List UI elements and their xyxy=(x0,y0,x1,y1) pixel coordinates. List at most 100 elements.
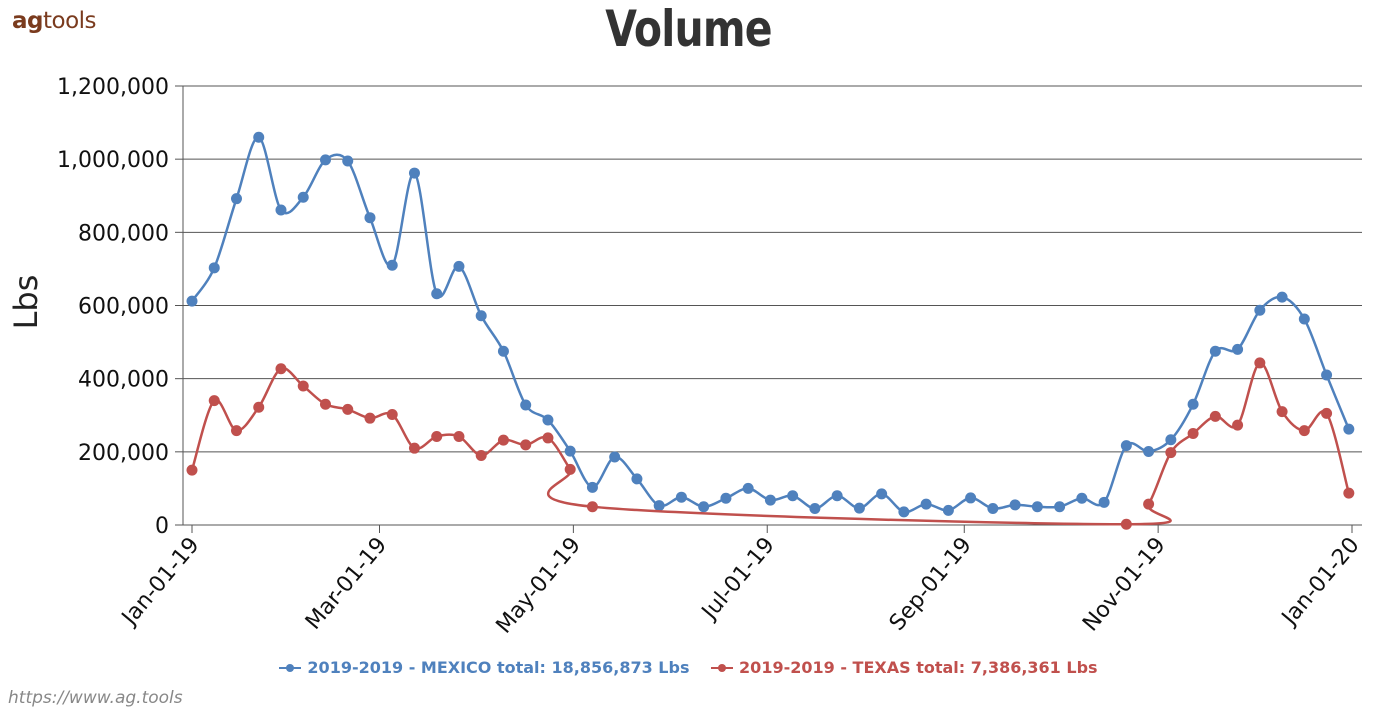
logo-bold: ag xyxy=(12,8,43,34)
data-point-texas xyxy=(1321,407,1333,419)
legend-label-texas: 2019-2019 - TEXAS total: 7,386,361 Lbs xyxy=(739,658,1098,677)
x-tick-label: Jan-01-20 xyxy=(1276,533,1364,632)
data-point-texas xyxy=(408,442,420,454)
y-tick-label: 200,000 xyxy=(78,441,169,466)
data-point-mexico xyxy=(1276,291,1288,303)
x-tick-label: May-01-19 xyxy=(492,533,586,639)
data-point-mexico xyxy=(319,154,331,166)
data-point-texas xyxy=(297,380,309,392)
data-point-mexico xyxy=(898,506,910,518)
legend-item-mexico[interactable]: 2019-2019 - MEXICO total: 18,856,873 Lbs xyxy=(279,658,689,677)
data-point-mexico xyxy=(253,131,265,143)
data-point-texas xyxy=(386,409,398,421)
data-point-mexico xyxy=(965,492,977,504)
data-point-mexico xyxy=(831,490,843,502)
data-point-mexico xyxy=(586,481,598,493)
data-point-mexico xyxy=(564,445,576,457)
x-tick-label: Jul-01-19 xyxy=(696,533,780,626)
data-point-mexico xyxy=(275,204,287,216)
data-point-mexico xyxy=(408,167,420,179)
data-point-texas xyxy=(1165,447,1177,459)
y-tick-label: 0 xyxy=(155,514,169,539)
logo-rest: tools xyxy=(42,8,97,34)
data-point-mexico xyxy=(853,502,865,514)
data-point-mexico xyxy=(297,191,309,203)
data-point-mexico xyxy=(987,503,999,515)
y-tick-label: 800,000 xyxy=(78,221,169,246)
data-point-texas xyxy=(1187,428,1199,440)
data-point-mexico xyxy=(342,155,354,167)
data-point-mexico xyxy=(1232,343,1244,355)
data-point-mexico xyxy=(609,451,621,463)
data-point-texas xyxy=(431,430,443,442)
series-layer xyxy=(186,131,1355,530)
y-tick-labels: 0 200,000 400,000 600,000 800,000 1,000,000 1,… xyxy=(57,75,169,539)
data-point-texas xyxy=(586,501,598,513)
data-point-texas xyxy=(230,425,242,437)
data-point-texas xyxy=(253,401,265,413)
data-point-texas xyxy=(497,434,509,446)
x-tick-label: Sep-01-19 xyxy=(885,533,977,636)
data-point-mexico xyxy=(1321,369,1333,381)
agtools-logo[interactable]: agtools xyxy=(12,8,97,34)
data-point-mexico xyxy=(230,193,242,205)
data-point-mexico xyxy=(1120,440,1132,452)
data-point-mexico xyxy=(431,288,443,300)
data-point-mexico xyxy=(942,504,954,516)
data-point-mexico xyxy=(720,492,732,504)
footer-url[interactable]: https://www.ag.tools xyxy=(8,688,183,708)
data-point-texas xyxy=(453,430,465,442)
data-point-mexico xyxy=(1009,499,1021,511)
data-point-mexico xyxy=(1076,492,1088,504)
y-tick-label: 1,200,000 xyxy=(57,75,169,100)
data-point-texas xyxy=(364,412,376,424)
data-point-texas xyxy=(1343,487,1355,499)
data-point-mexico xyxy=(1098,496,1110,508)
data-point-texas xyxy=(1232,419,1244,431)
data-point-mexico xyxy=(542,414,554,426)
data-point-mexico xyxy=(1187,398,1199,410)
x-tick-label: Nov-01-19 xyxy=(1078,533,1171,637)
legend-label-mexico: 2019-2019 - MEXICO total: 18,856,873 Lbs xyxy=(307,658,690,677)
legend-swatch-mexico xyxy=(279,662,302,674)
data-point-mexico xyxy=(1165,434,1177,446)
data-point-mexico xyxy=(364,212,376,224)
legend: 2019-2019 - MEXICO total: 18,856,873 Lbs… xyxy=(0,658,1377,678)
y-tick-label: 600,000 xyxy=(78,295,169,320)
data-point-texas xyxy=(319,398,331,410)
axes xyxy=(175,85,1362,533)
data-point-texas xyxy=(1298,425,1310,437)
legend-item-texas[interactable]: 2019-2019 - TEXAS total: 7,386,361 Lbs xyxy=(711,658,1098,677)
data-point-texas xyxy=(275,363,287,375)
data-point-texas xyxy=(1276,406,1288,418)
y-tick-label: 400,000 xyxy=(78,368,169,393)
data-point-mexico xyxy=(876,488,888,500)
data-point-mexico xyxy=(631,473,643,485)
legend-swatch-texas xyxy=(711,662,734,674)
x-tick-label: Jan-01-19 xyxy=(116,533,204,632)
data-point-texas xyxy=(186,464,198,476)
data-point-mexico xyxy=(453,260,465,272)
x-tick-label: Mar-01-19 xyxy=(301,533,392,635)
data-point-texas xyxy=(1209,410,1221,422)
data-point-mexico xyxy=(698,501,710,513)
data-point-texas xyxy=(1143,498,1155,510)
data-point-mexico xyxy=(1343,423,1355,435)
data-point-mexico xyxy=(653,500,665,512)
data-point-mexico xyxy=(386,259,398,271)
data-point-mexico xyxy=(787,490,799,502)
data-point-texas xyxy=(1120,518,1132,530)
data-point-mexico xyxy=(1143,445,1155,457)
data-point-mexico xyxy=(475,310,487,322)
data-point-mexico xyxy=(742,482,754,494)
x-tick-labels: Jan-01-19 Mar-01-19 May-01-19 Jul-01-19 Sep-… xyxy=(116,533,1364,639)
data-point-mexico xyxy=(186,295,198,307)
data-point-mexico xyxy=(1298,313,1310,325)
data-point-mexico xyxy=(1209,345,1221,357)
data-point-mexico xyxy=(764,494,776,506)
data-point-texas xyxy=(208,395,220,407)
y-tick-label: 1,000,000 xyxy=(57,148,169,173)
data-point-mexico xyxy=(208,262,220,274)
data-point-mexico xyxy=(1254,304,1266,316)
